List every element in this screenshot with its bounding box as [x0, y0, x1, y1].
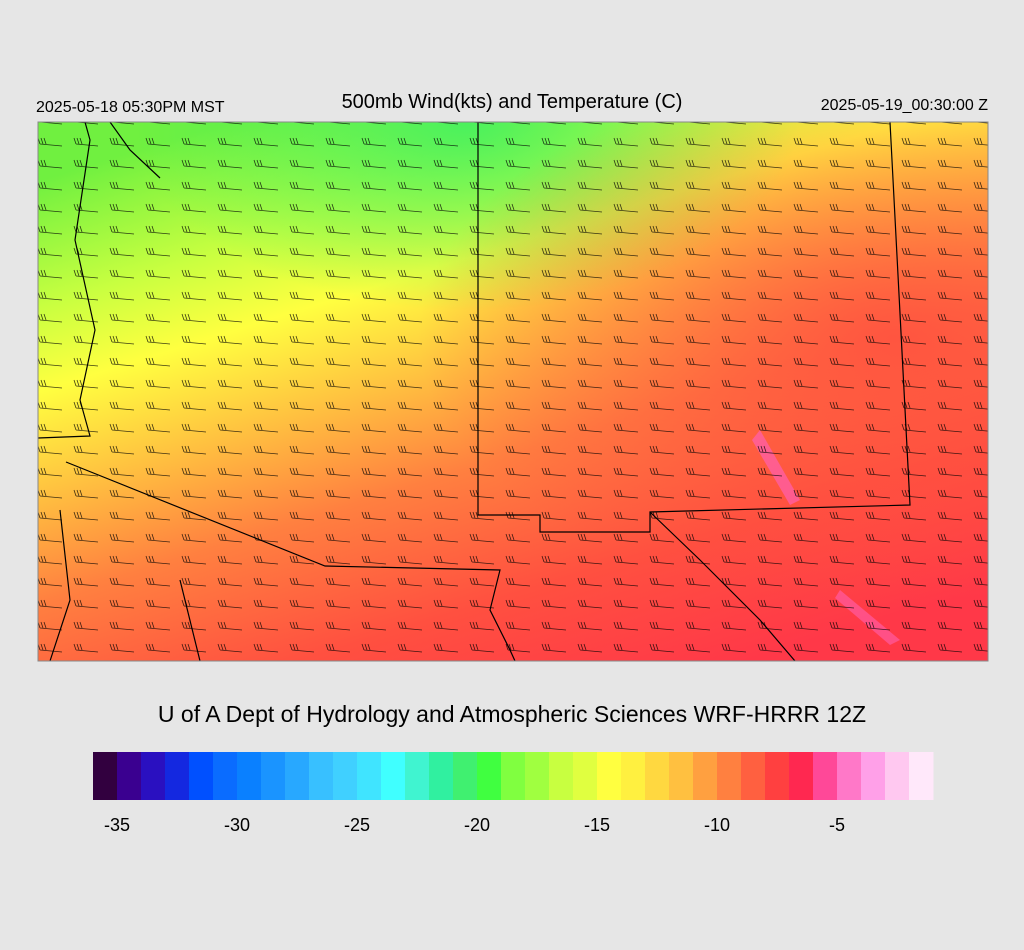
colorbar-swatch — [117, 752, 142, 800]
colorbar-swatch — [885, 752, 910, 800]
colorbar-swatch — [909, 752, 934, 800]
colorbar-tick-label: -20 — [464, 815, 490, 835]
colorbar-swatch — [357, 752, 382, 800]
colorbar-swatch — [861, 752, 886, 800]
credit: U of A Dept of Hydrology and Atmospheric… — [158, 701, 866, 727]
colorbar-tick-label: -30 — [224, 815, 250, 835]
colorbar-swatch — [165, 752, 190, 800]
colorbar-swatch — [261, 752, 286, 800]
colorbar-swatch — [813, 752, 838, 800]
colorbar-swatch — [285, 752, 310, 800]
colorbar-swatch — [789, 752, 814, 800]
colorbar-swatch — [93, 752, 118, 800]
colorbar-swatch — [669, 752, 694, 800]
colorbar-swatch — [765, 752, 790, 800]
colorbar-swatch — [501, 752, 526, 800]
colorbar-tick-label: -25 — [344, 815, 370, 835]
colorbar-swatch — [477, 752, 502, 800]
colorbar-tick-label: -35 — [104, 815, 130, 835]
map — [37, 121, 989, 662]
map-title: 500mb Wind(kts) and Temperature (C) — [342, 91, 683, 113]
colorbar-swatch — [309, 752, 334, 800]
colorbar-swatch — [621, 752, 646, 800]
colorbar-swatch — [429, 752, 454, 800]
colorbar-swatch — [141, 752, 166, 800]
colorbar-swatch — [693, 752, 718, 800]
colorbar-swatch — [405, 752, 430, 800]
colorbar-swatch — [645, 752, 670, 800]
colorbar-swatch — [333, 752, 358, 800]
colorbar-swatch — [573, 752, 598, 800]
colorbar-swatch — [189, 752, 214, 800]
colorbar: -35 -30 -25 -20 -15 -10 -5 — [93, 752, 934, 835]
colorbar-swatch — [549, 752, 574, 800]
colorbar-tick-label: -15 — [584, 815, 610, 835]
colorbar-swatch — [237, 752, 262, 800]
colorbar-tick-label: -5 — [829, 815, 845, 835]
colorbar-swatch — [837, 752, 862, 800]
colorbar-swatch — [453, 752, 478, 800]
colorbar-swatch — [717, 752, 742, 800]
colorbar-swatch — [213, 752, 238, 800]
colorbar-swatch — [597, 752, 622, 800]
local-time: 2025-05-18 05:30PM MST — [36, 99, 225, 116]
colorbar-swatch — [741, 752, 766, 800]
valid-time: 2025-05-19_00:30:00 Z — [821, 97, 988, 114]
colorbar-swatch — [525, 752, 550, 800]
colorbar-tick-label: -10 — [704, 815, 730, 835]
colorbar-swatch — [381, 752, 406, 800]
